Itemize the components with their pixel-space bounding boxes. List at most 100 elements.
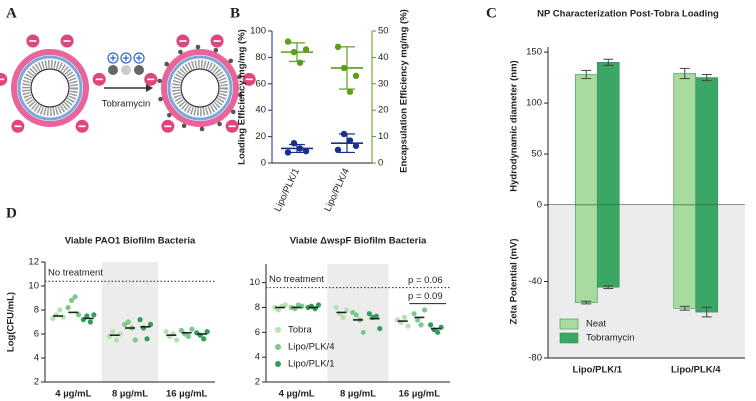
drug-dot: [157, 78, 162, 84]
drug-dot: [158, 96, 163, 102]
legend-label: Tobra: [288, 325, 312, 336]
data-point: [333, 304, 339, 311]
bar: [695, 204, 719, 313]
drug-dot: [213, 47, 219, 53]
data-point: [334, 43, 342, 51]
y-axis-label: Loading Efficiency mg/mg (%): [237, 29, 248, 165]
data-point: [377, 325, 383, 332]
data-point: [411, 311, 417, 317]
data-point: [87, 319, 93, 325]
drug-dot: [166, 112, 172, 118]
y-tick-label: 60: [255, 78, 266, 89]
data-point: [185, 333, 192, 339]
bar: [596, 61, 620, 206]
y-tick-label: 0: [537, 200, 542, 211]
lipid-bilayer: [172, 60, 228, 116]
particle-shell: [11, 49, 89, 127]
drug-dot: [178, 49, 183, 55]
y-tick-label: -80: [528, 353, 542, 364]
drug-dot: [217, 121, 222, 127]
particle-layer: [167, 55, 233, 121]
x-tick-label: Lipo/PLK/4: [671, 365, 721, 376]
x-tick-label: Lipo/PLK/4: [322, 167, 352, 214]
y-tick-label: 150: [526, 47, 542, 58]
data-point: [315, 302, 322, 308]
data-point: [57, 307, 63, 313]
data-point: [84, 313, 90, 319]
category-shade: [327, 264, 389, 382]
x-tick-label: 4 µg/mL: [55, 389, 91, 400]
y-tick-label: 2: [255, 377, 260, 388]
data-point: [68, 297, 75, 303]
data-point: [373, 313, 379, 319]
data-point: [275, 307, 281, 313]
y2-tick-label: 0: [378, 158, 383, 169]
data-point: [137, 317, 143, 323]
data-point: [366, 311, 372, 317]
data-point: [352, 142, 360, 150]
y-tick-label: 6: [255, 327, 260, 338]
drug-dot: [181, 123, 187, 129]
lipid-bilayer: [22, 60, 78, 116]
x-tick-label: Lipo/PLK/1: [272, 167, 302, 214]
data-point: [421, 307, 428, 313]
arrow-head: [146, 84, 153, 92]
data-point: [340, 314, 346, 321]
data-point: [189, 326, 195, 332]
bar: [574, 204, 598, 303]
particle-shell: [161, 49, 239, 127]
legend-swatch: [559, 318, 579, 330]
y-tick-label: 100: [250, 26, 266, 37]
data-point: [296, 59, 304, 66]
y-tick-label: 12: [28, 257, 39, 268]
panel-label: D: [6, 205, 17, 221]
drug-dot: [237, 74, 242, 80]
data-point: [360, 329, 366, 335]
y-tick-label: 2: [34, 377, 39, 388]
data-point: [414, 317, 421, 323]
bar: [695, 77, 719, 206]
chart-title: Viable PAO1 Biofilm Bacteria: [65, 236, 196, 247]
y-tick-label: 8: [255, 302, 260, 313]
data-point: [344, 307, 350, 313]
y-tick-label: -40: [528, 276, 542, 287]
data-point: [352, 72, 360, 80]
y-axis-label: Zeta Potential (mV): [509, 238, 520, 324]
y2-tick-label: 30: [378, 78, 389, 89]
molecule-ring: [134, 65, 144, 75]
y2-tick-label: 20: [378, 105, 389, 116]
legend-label: Neat: [586, 319, 606, 330]
data-point: [65, 305, 71, 311]
data-point: [405, 323, 411, 329]
data-point: [302, 46, 310, 53]
panel-label: C: [486, 5, 497, 21]
y-tick-label: 4: [34, 353, 39, 364]
y-tick-label: 10: [28, 281, 39, 292]
y-axis-label: Log(CFU/mL): [6, 292, 17, 352]
data-point: [201, 336, 207, 342]
drug-dot: [164, 61, 170, 67]
diagram-label: Tobramycin: [102, 99, 151, 110]
legend-swatch: [275, 327, 281, 333]
y-axis-label: Hydrodynamic diameter (nm): [509, 60, 520, 191]
data-point: [346, 88, 354, 95]
y2-tick-label: 40: [378, 52, 389, 63]
x-tick-label: 4 µg/mL: [279, 389, 315, 400]
drug-dot: [228, 58, 234, 64]
legend-label: Tobramycin: [586, 333, 635, 344]
y-tick-label: 4: [255, 352, 260, 363]
data-point: [418, 322, 424, 328]
data-point: [125, 319, 131, 325]
data-point: [113, 337, 120, 343]
legend-label: Lipo/PLK/4: [288, 342, 334, 353]
y-tick-label: 100: [526, 98, 542, 109]
annotation: p = 0.09: [408, 291, 443, 302]
data-point: [132, 337, 138, 343]
reference-label: No treatment: [48, 268, 103, 279]
particle-core: [180, 68, 220, 108]
reference-label: No treatment: [269, 274, 324, 285]
data-point: [50, 315, 56, 321]
data-point: [284, 38, 292, 45]
data-point: [290, 140, 298, 147]
